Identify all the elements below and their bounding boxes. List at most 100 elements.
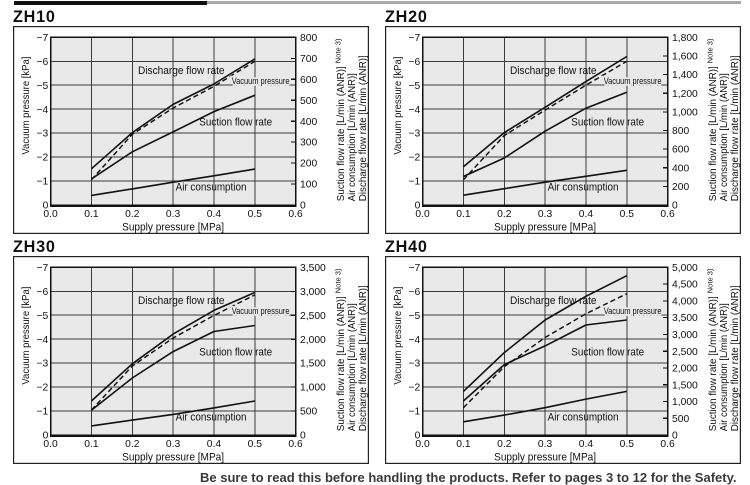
svg-text:−5: −5 xyxy=(37,311,49,322)
svg-text:Discharge flow rate: Discharge flow rate xyxy=(510,295,597,307)
svg-text:0.4: 0.4 xyxy=(207,439,222,450)
svg-text:Discharge flow rate [L/min (AN: Discharge flow rate [L/min (ANR)] xyxy=(730,55,741,201)
svg-text:Vacuum pressure: Vacuum pressure xyxy=(604,305,662,316)
svg-text:Suction flow rate: Suction flow rate xyxy=(199,346,272,358)
svg-text:Vacuum pressure [kPa]: Vacuum pressure [kPa] xyxy=(393,287,404,385)
svg-text:Suction flow rate [L/min (ANR): Suction flow rate [L/min (ANR)] Note 3) xyxy=(706,38,719,201)
svg-text:Suction flow rate [L/min (ANR): Suction flow rate [L/min (ANR)] Note 3) xyxy=(334,38,347,201)
svg-text:0.5: 0.5 xyxy=(248,209,263,220)
svg-text:Air consumption [L/min (ANR)]: Air consumption [L/min (ANR)] xyxy=(719,73,730,201)
svg-text:0.5: 0.5 xyxy=(248,439,263,450)
svg-text:0.3: 0.3 xyxy=(166,439,181,450)
svg-text:−3: −3 xyxy=(409,129,421,140)
svg-text:−1: −1 xyxy=(409,407,421,418)
svg-text:−4: −4 xyxy=(37,105,49,116)
svg-text:0.2: 0.2 xyxy=(497,209,512,220)
svg-text:0.6: 0.6 xyxy=(288,209,303,220)
svg-text:Air consumption [L/min (ANR)]: Air consumption [L/min (ANR)] xyxy=(347,73,358,201)
svg-text:500: 500 xyxy=(672,414,689,425)
svg-text:700: 700 xyxy=(300,54,317,65)
svg-text:3,000: 3,000 xyxy=(672,330,698,341)
svg-text:0.4: 0.4 xyxy=(579,439,594,450)
svg-text:−6: −6 xyxy=(37,57,49,68)
svg-text:−7: −7 xyxy=(409,33,421,44)
svg-text:0: 0 xyxy=(672,201,678,212)
svg-text:−3: −3 xyxy=(37,359,49,370)
svg-text:−3: −3 xyxy=(409,359,421,370)
svg-text:1,400: 1,400 xyxy=(672,70,698,81)
svg-text:Vacuum pressure [kPa]: Vacuum pressure [kPa] xyxy=(393,57,404,155)
svg-text:0.3: 0.3 xyxy=(538,439,553,450)
svg-text:4,500: 4,500 xyxy=(672,280,698,291)
svg-text:Discharge flow rate: Discharge flow rate xyxy=(510,65,597,77)
svg-text:−4: −4 xyxy=(409,105,421,116)
svg-text:−1: −1 xyxy=(409,177,421,188)
svg-text:0.2: 0.2 xyxy=(125,209,140,220)
svg-text:0.1: 0.1 xyxy=(84,209,99,220)
svg-text:1,500: 1,500 xyxy=(300,359,326,370)
svg-text:−2: −2 xyxy=(37,153,49,164)
svg-text:0.2: 0.2 xyxy=(125,439,140,450)
svg-text:−6: −6 xyxy=(37,287,49,298)
svg-text:2,500: 2,500 xyxy=(300,311,326,322)
svg-text:100: 100 xyxy=(300,180,317,191)
svg-text:Suction flow rate [L/min (ANR): Suction flow rate [L/min (ANR)] Note 3) xyxy=(334,268,347,431)
svg-text:Vacuum pressure: Vacuum pressure xyxy=(232,305,290,316)
svg-text:800: 800 xyxy=(300,33,317,44)
svg-text:400: 400 xyxy=(672,163,689,174)
svg-text:−4: −4 xyxy=(37,335,49,346)
svg-text:Supply pressure [MPa]: Supply pressure [MPa] xyxy=(494,452,596,464)
svg-text:−4: −4 xyxy=(409,335,421,346)
svg-text:Vacuum pressure [kPa]: Vacuum pressure [kPa] xyxy=(21,57,32,155)
svg-text:0.0: 0.0 xyxy=(43,209,58,220)
svg-text:Supply pressure [MPa]: Supply pressure [MPa] xyxy=(122,222,224,234)
svg-text:−5: −5 xyxy=(409,311,421,322)
svg-text:0.0: 0.0 xyxy=(415,209,430,220)
svg-text:0.4: 0.4 xyxy=(579,209,594,220)
svg-text:−1: −1 xyxy=(37,177,49,188)
svg-text:0.1: 0.1 xyxy=(84,439,99,450)
svg-text:−1: −1 xyxy=(37,407,49,418)
svg-text:0.5: 0.5 xyxy=(620,439,635,450)
svg-text:0.2: 0.2 xyxy=(497,439,512,450)
svg-text:Discharge flow rate: Discharge flow rate xyxy=(138,65,225,77)
svg-text:−7: −7 xyxy=(409,263,421,274)
svg-text:400: 400 xyxy=(300,117,317,128)
svg-text:600: 600 xyxy=(300,75,317,86)
svg-text:Discharge flow rate [L/min (AN: Discharge flow rate [L/min (ANR)] xyxy=(358,285,369,431)
svg-text:0.1: 0.1 xyxy=(456,439,471,450)
svg-text:1,600: 1,600 xyxy=(672,52,698,63)
svg-text:600: 600 xyxy=(672,145,689,156)
svg-text:0: 0 xyxy=(415,431,421,442)
svg-text:−7: −7 xyxy=(37,33,49,44)
svg-text:Air consumption [L/min (ANR)]: Air consumption [L/min (ANR)] xyxy=(719,303,730,431)
svg-text:Discharge flow rate [L/min (AN: Discharge flow rate [L/min (ANR)] xyxy=(730,285,741,431)
svg-text:0.6: 0.6 xyxy=(660,439,675,450)
svg-text:0.4: 0.4 xyxy=(207,209,222,220)
svg-text:Air consumption: Air consumption xyxy=(548,411,619,423)
svg-text:−3: −3 xyxy=(37,129,49,140)
svg-text:1,000: 1,000 xyxy=(672,107,698,118)
svg-text:−5: −5 xyxy=(37,81,49,92)
svg-text:−2: −2 xyxy=(409,383,421,394)
svg-text:0.0: 0.0 xyxy=(43,439,58,450)
svg-text:0.1: 0.1 xyxy=(456,209,471,220)
svg-text:1,000: 1,000 xyxy=(300,383,326,394)
svg-text:Vacuum pressure [kPa]: Vacuum pressure [kPa] xyxy=(21,287,32,385)
svg-text:Supply pressure [MPa]: Supply pressure [MPa] xyxy=(122,452,224,464)
svg-text:Air consumption: Air consumption xyxy=(548,181,619,193)
svg-text:0.5: 0.5 xyxy=(620,209,635,220)
svg-text:200: 200 xyxy=(300,159,317,170)
svg-text:1,500: 1,500 xyxy=(672,380,698,391)
svg-text:Suction flow rate [L/min (ANR): Suction flow rate [L/min (ANR)] Note 3) xyxy=(706,268,719,431)
svg-text:Vacuum pressure: Vacuum pressure xyxy=(604,75,662,86)
svg-text:1,000: 1,000 xyxy=(672,397,698,408)
svg-text:2,000: 2,000 xyxy=(300,335,326,346)
svg-text:1,800: 1,800 xyxy=(672,33,698,44)
svg-text:0.6: 0.6 xyxy=(660,209,675,220)
svg-text:−6: −6 xyxy=(409,287,421,298)
svg-text:3,000: 3,000 xyxy=(300,287,326,298)
svg-text:0.0: 0.0 xyxy=(415,439,430,450)
svg-text:Air consumption: Air consumption xyxy=(176,181,247,193)
svg-text:4,000: 4,000 xyxy=(672,296,698,307)
